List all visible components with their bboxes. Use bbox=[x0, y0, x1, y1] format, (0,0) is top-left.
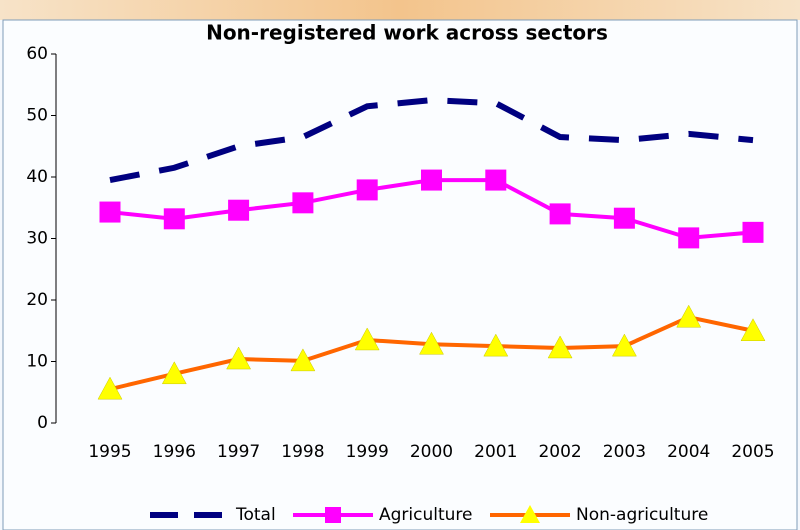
x-tick-label: 2000 bbox=[410, 442, 453, 462]
data-point bbox=[740, 318, 766, 341]
top-band bbox=[0, 0, 800, 20]
data-point bbox=[226, 346, 252, 370]
data-point bbox=[485, 169, 507, 191]
data-point bbox=[676, 304, 702, 328]
x-tick-label: 2004 bbox=[667, 442, 710, 462]
data-point bbox=[290, 348, 316, 372]
data-point bbox=[611, 333, 637, 357]
data-point bbox=[228, 199, 250, 221]
data-point bbox=[97, 376, 123, 400]
chart-title: Non-registered work across sectors bbox=[206, 21, 608, 45]
x-tick-label: 1995 bbox=[88, 442, 131, 462]
legend-label: Total bbox=[235, 505, 276, 525]
data-point bbox=[99, 201, 121, 223]
data-point bbox=[419, 331, 444, 355]
data-point bbox=[354, 327, 380, 351]
legend-label: Agriculture bbox=[379, 505, 473, 525]
y-tick-label: 0 bbox=[37, 413, 48, 433]
y-tick-label: 60 bbox=[26, 44, 48, 64]
data-point bbox=[483, 333, 509, 357]
data-point bbox=[161, 361, 187, 385]
x-tick-label: 1997 bbox=[217, 442, 260, 462]
x-tick-label: 2003 bbox=[603, 442, 646, 462]
x-tick-label: 1996 bbox=[153, 442, 196, 462]
data-point bbox=[678, 227, 700, 249]
x-tick-label: 1999 bbox=[346, 442, 389, 462]
data-point bbox=[547, 335, 573, 359]
series-line bbox=[109, 97, 754, 184]
x-tick-label: 1998 bbox=[281, 442, 324, 462]
x-tick-label: 2002 bbox=[538, 442, 581, 462]
data-point bbox=[742, 221, 764, 243]
y-tick-label: 20 bbox=[26, 290, 48, 310]
y-tick-label: 10 bbox=[26, 352, 48, 372]
x-tick-label: 2005 bbox=[731, 442, 774, 462]
legend-label: Non-agriculture bbox=[576, 505, 708, 525]
data-point bbox=[549, 203, 571, 225]
x-tick-label: 2001 bbox=[474, 442, 517, 462]
legend-marker bbox=[520, 505, 540, 523]
data-point bbox=[613, 207, 635, 229]
legend-marker bbox=[325, 507, 341, 523]
y-tick-label: 30 bbox=[26, 229, 48, 249]
data-point bbox=[421, 169, 442, 191]
y-tick-label: 50 bbox=[26, 106, 48, 126]
data-point bbox=[163, 208, 185, 230]
data-point bbox=[292, 192, 314, 214]
data-point bbox=[356, 179, 378, 201]
y-tick-label: 40 bbox=[26, 167, 48, 187]
